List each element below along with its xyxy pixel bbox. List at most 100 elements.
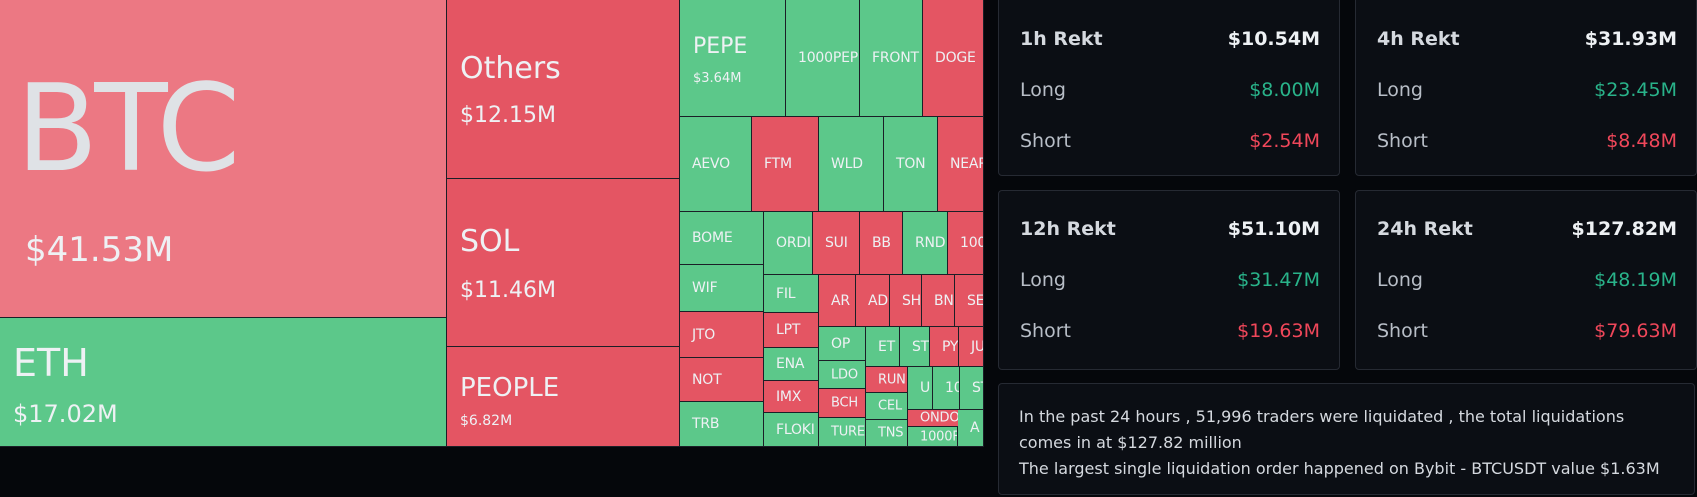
tile-symbol: PEOPLE — [460, 373, 560, 403]
tile-symbol: TNS — [878, 425, 904, 441]
tile-symbol: RUN — [878, 372, 906, 387]
tile-lpt[interactable]: LPT — [764, 313, 819, 348]
tile-u[interactable]: U — [908, 367, 933, 410]
tile-pepe[interactable]: PEPE $3.64M — [680, 0, 786, 117]
rekt-long-label: Long — [1020, 269, 1066, 291]
tile-ju[interactable]: JU — [959, 327, 984, 367]
rekt-long-label: Long — [1020, 79, 1066, 101]
rekt-short-label: Short — [1377, 320, 1428, 342]
tile-floki[interactable]: FLOKI — [764, 413, 819, 447]
tile-ena[interactable]: ENA — [764, 348, 819, 381]
tile-symbol: TURE — [831, 424, 865, 440]
tile-symbol: PY — [942, 338, 959, 355]
tile-symbol: FIL — [776, 285, 796, 302]
rekt-short-value: $79.63M — [1594, 320, 1677, 342]
tile-not[interactable]: NOT — [680, 358, 764, 402]
tile-symbol: AD — [868, 292, 888, 309]
tile-bn[interactable]: BN — [922, 275, 955, 327]
tile-py[interactable]: PY — [930, 327, 959, 367]
tile-bome[interactable]: BOME — [680, 212, 764, 265]
tile-symbol: FLOKI — [776, 421, 815, 438]
tile-symbol: OP — [831, 335, 851, 352]
tile-sh[interactable]: SH — [890, 275, 922, 327]
tile-front[interactable]: FRONT — [860, 0, 923, 117]
rekt-row-total: 4h Rekt $31.93M — [1377, 26, 1677, 52]
tile-eth[interactable]: ETH $17.02M — [0, 318, 447, 447]
rekt-total-value: $51.10M — [1227, 218, 1320, 240]
tile-symbol: SUI — [825, 235, 848, 251]
tile-symbol: 1000F — [920, 429, 958, 444]
tile-symbol: Others — [460, 51, 561, 86]
rekt-row-short: Short $19.63M — [1020, 318, 1320, 344]
tile-st2[interactable]: ST — [960, 367, 984, 410]
rekt-row-short: Short $2.54M — [1020, 128, 1320, 154]
tile-others[interactable]: Others $12.15M — [447, 0, 680, 179]
tile-bb[interactable]: BB — [860, 212, 903, 275]
liquidation-heatmap: BTC $41.53M ETH $17.02M Others $12.15M SOL $11.… — [0, 0, 984, 447]
tile-ar[interactable]: AR — [819, 275, 856, 327]
tile-10x[interactable]: 10 — [933, 367, 960, 410]
tile-rnd[interactable]: RND — [903, 212, 948, 275]
tile-symbol: ORDI — [776, 235, 811, 251]
rekt-long-value: $48.19M — [1594, 269, 1677, 291]
tile-symbol: BN — [934, 292, 954, 309]
tile-se[interactable]: SE — [955, 275, 984, 327]
rekt-short-value: $8.48M — [1606, 130, 1677, 152]
tile-ad[interactable]: AD — [856, 275, 890, 327]
tile-jto[interactable]: JTO — [680, 312, 764, 358]
tile-symbol: LPT — [776, 322, 801, 338]
tile-et[interactable]: ET — [866, 327, 900, 367]
rekt-row-total: 24h Rekt $127.82M — [1377, 216, 1677, 242]
tile-op[interactable]: OP — [819, 327, 866, 361]
rekt-total-value: $127.82M — [1571, 218, 1677, 240]
tile-near[interactable]: NEAR — [938, 117, 984, 212]
tile-symbol: ET — [878, 338, 895, 355]
tile-symbol: DOGE — [935, 50, 976, 66]
tile-sui[interactable]: SUI — [813, 212, 860, 275]
tile-symbol: RND — [915, 235, 946, 251]
rekt-total-value: $31.93M — [1584, 28, 1677, 50]
tile-ftm[interactable]: FTM — [752, 117, 819, 212]
tile-aevo[interactable]: AEVO — [680, 117, 752, 212]
tile-symbol: TON — [896, 156, 926, 172]
tile-ordi[interactable]: ORDI — [764, 212, 813, 275]
rekt-row-long: Long $31.47M — [1020, 267, 1320, 293]
tile-symbol: ST — [912, 338, 930, 355]
tile-ldo[interactable]: LDO — [819, 361, 866, 389]
tile-cel[interactable]: CEL — [866, 393, 908, 420]
tile-btc[interactable]: BTC $41.53M — [0, 0, 447, 318]
tile-tns[interactable]: TNS — [866, 420, 908, 447]
tile-doge[interactable]: DOGE — [923, 0, 984, 117]
summary-line-1: In the past 24 hours , 51,996 traders we… — [1019, 407, 1625, 452]
tile-trb[interactable]: TRB — [680, 402, 764, 447]
tile-1000f[interactable]: 1000F — [908, 427, 958, 447]
tile-run[interactable]: RUN — [866, 367, 908, 393]
rekt-panel: 1h Rekt $10.54M Long $8.00M Short $2.54M 4h Re… — [998, 0, 1697, 497]
tile-wif[interactable]: WIF — [680, 265, 764, 312]
tile-turbo[interactable]: TURE — [819, 418, 866, 447]
tile-st[interactable]: ST — [900, 327, 930, 367]
rekt-row-long: Long $23.45M — [1377, 77, 1677, 103]
tile-symbol: SH — [902, 292, 922, 309]
tile-sol[interactable]: SOL $11.46M — [447, 179, 680, 347]
tile-symbol: BTC — [16, 60, 240, 199]
tile-fil[interactable]: FIL — [764, 275, 819, 313]
tile-a[interactable]: A — [958, 410, 984, 447]
rekt-long-label: Long — [1377, 269, 1423, 291]
tile-symbol: ST — [972, 380, 983, 396]
rekt-title: 12h Rekt — [1020, 218, 1116, 240]
tile-100x[interactable]: 100 — [948, 212, 984, 275]
rekt-card-24h: 24h Rekt $127.82M Long $48.19M Short $79.63M — [1355, 190, 1697, 370]
tile-ton[interactable]: TON — [884, 117, 938, 212]
liquidation-summary: In the past 24 hours , 51,996 traders we… — [998, 383, 1695, 495]
tile-wld[interactable]: WLD — [819, 117, 884, 212]
tile-1000pepe[interactable]: 1000PEP — [786, 0, 860, 117]
tile-imx[interactable]: IMX — [764, 381, 819, 413]
tile-bch[interactable]: BCH — [819, 389, 866, 418]
tile-symbol: TRB — [692, 416, 720, 432]
rekt-total-value: $10.54M — [1227, 28, 1320, 50]
rekt-row-total: 1h Rekt $10.54M — [1020, 26, 1320, 52]
rekt-title: 4h Rekt — [1377, 28, 1460, 50]
tile-symbol: ONDO — [920, 410, 960, 426]
tile-people[interactable]: PEOPLE $6.82M — [447, 347, 680, 447]
